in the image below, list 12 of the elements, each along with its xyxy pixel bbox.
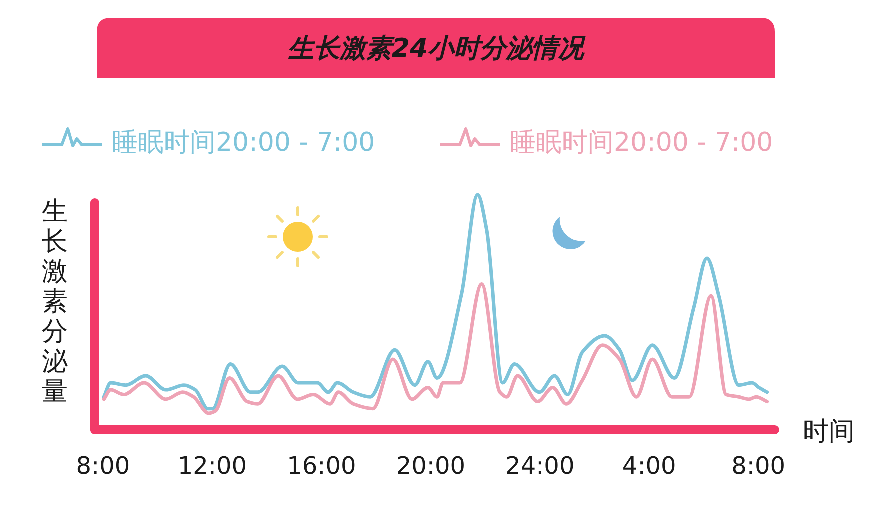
x-tick-label: 8:00 [76, 452, 130, 480]
legend-label: 睡眠时间20:00 - 7:00 [112, 128, 376, 158]
chart-title: 生长激素24小时分泌情况 [288, 34, 586, 64]
y-axis-title: 生长激素分泌量 [42, 197, 68, 407]
x-tick-label: 8:00 [732, 452, 786, 480]
x-tick-label: 16:00 [287, 452, 356, 480]
x-tick-label: 24:00 [506, 452, 575, 480]
x-tick-label: 20:00 [396, 452, 466, 480]
legend-label: 睡眠时间20:00 - 7:00 [510, 128, 774, 158]
x-tick-label: 4:00 [622, 452, 676, 480]
x-tick-label: 12:00 [178, 452, 248, 480]
x-axis-title: 时间 [803, 417, 855, 447]
